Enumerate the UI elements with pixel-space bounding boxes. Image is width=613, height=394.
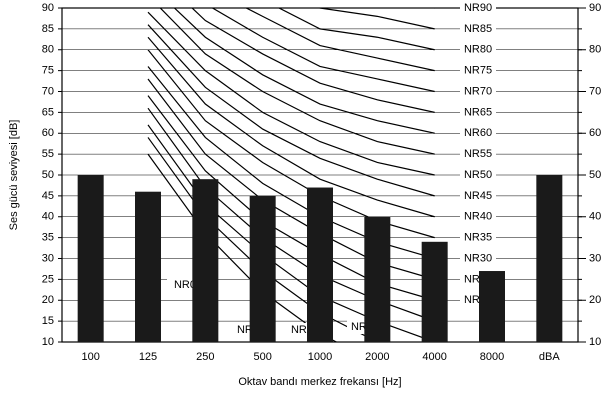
nr-curve: [147, 24, 435, 197]
x-tick-label: 1000: [308, 351, 332, 363]
y2-tick-label: 90: [589, 2, 601, 14]
nr-curve: [147, 153, 338, 342]
nr-label-bg: [460, 126, 496, 141]
y2-tick-label: 60: [589, 127, 601, 139]
y-tick-label: 10: [42, 336, 54, 348]
y-axis-label: Ses gücü seviyesi [dB]: [8, 120, 20, 231]
nr-label: NR45: [464, 190, 492, 202]
nr-label: NR60: [464, 127, 492, 139]
nr-curve: [147, 36, 435, 218]
nr-label-bg: [460, 251, 496, 266]
nr-label-bg: [460, 168, 496, 182]
y-tick-label: 55: [42, 148, 54, 160]
nr-label-bg: [460, 209, 496, 224]
nr-label-bg: [460, 84, 496, 99]
nr-label: NR0: [174, 279, 196, 291]
x-axis-label: Oktav bandı merkez frekansı [Hz]: [238, 376, 401, 388]
y-tick-label: 35: [42, 232, 54, 244]
x-tick-label: 2000: [365, 351, 389, 363]
y-tick-label: 85: [42, 23, 54, 35]
y2-tick-label: 20: [589, 294, 601, 306]
nr-label-bg: [460, 105, 496, 120]
nr-label: NR55: [464, 148, 492, 160]
y-tick-label: 25: [42, 273, 54, 285]
y-tick-label: 75: [42, 65, 54, 77]
bar: [536, 175, 563, 342]
y2-tick-label: 10: [589, 336, 601, 348]
y-tick-label: 50: [42, 169, 54, 181]
bar: [307, 187, 333, 342]
bar: [479, 271, 505, 342]
bar: [249, 195, 276, 342]
y2-tick-label: 80: [589, 44, 601, 56]
nr-label: NR90: [464, 2, 492, 14]
nr-label: NR50: [464, 169, 492, 181]
x-tick-label: 250: [196, 351, 214, 363]
y-tick-label: 15: [42, 315, 54, 327]
x-tick-label: 8000: [480, 351, 504, 363]
nr-label-bg: [460, 21, 496, 36]
bar: [364, 216, 391, 342]
y2-tick-label: 30: [589, 252, 601, 264]
nr-label-bg: [460, 188, 496, 203]
y2-tick-label: 40: [589, 211, 601, 223]
nr-curve: [159, 8, 435, 155]
nr-curve: [147, 11, 435, 176]
nr-label: NR85: [464, 23, 492, 35]
nr-label: NR35: [464, 232, 492, 244]
x-tick-label: 4000: [422, 351, 446, 363]
y-tick-label: 90: [42, 2, 54, 14]
bar: [135, 191, 161, 342]
nr-label: NR70: [464, 85, 492, 97]
x-tick-label: 125: [139, 351, 157, 363]
y-tick-label: 70: [42, 85, 54, 97]
nr-label-bg: [460, 63, 496, 78]
nr-curve: [211, 8, 435, 93]
x-tick-label: 500: [253, 351, 271, 363]
nr-label: NR65: [464, 106, 492, 118]
y2-tick-label: 50: [589, 169, 601, 181]
bar: [192, 179, 219, 342]
y-tick-label: 80: [42, 44, 54, 56]
nr-label: NR80: [464, 44, 492, 56]
nr-label-bg: [460, 1, 496, 15]
y-tick-label: 65: [42, 106, 54, 118]
nr-label-bg: [460, 147, 496, 162]
y-tick-label: 60: [42, 127, 54, 139]
x-tick-label: dBA: [539, 351, 560, 363]
nr-label-bg: [460, 42, 496, 57]
nr-label-bg: [460, 230, 496, 245]
nr-curve: [147, 124, 435, 342]
y-tick-label: 45: [42, 190, 54, 202]
y2-tick-label: 70: [589, 85, 601, 97]
y-tick-label: 30: [42, 252, 54, 264]
y-tick-label: 20: [42, 294, 54, 306]
nr-curve: [277, 8, 435, 51]
nr-curve: [191, 8, 435, 113]
nr-curve: [431, 8, 435, 9]
nr-curve: [318, 8, 435, 30]
nr-label: NR40: [464, 211, 492, 223]
bar: [77, 175, 104, 342]
x-tick-label: 100: [81, 351, 99, 363]
bar: [421, 241, 448, 342]
curves: [147, 8, 435, 342]
nr-label: NR30: [464, 252, 492, 264]
nr-curve: [244, 8, 435, 72]
nr-curve: [173, 8, 435, 134]
y-tick-label: 40: [42, 211, 54, 223]
nr-label: NR75: [464, 65, 492, 77]
